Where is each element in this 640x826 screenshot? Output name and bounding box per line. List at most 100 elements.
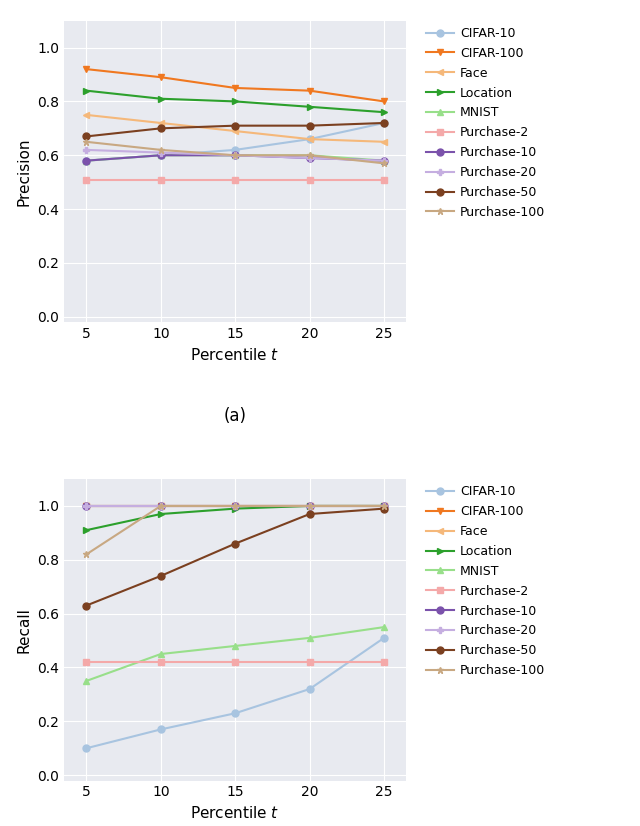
X-axis label: Percentile $t$: Percentile $t$ — [191, 805, 280, 821]
Purchase-2 — [380, 657, 388, 667]
Purchase-50 — [83, 601, 90, 610]
Legend: CIFAR-10, CIFAR-100, Face, Location, MNIST, Purchase-2, Purchase-10, Purchase-20: CIFAR-10, CIFAR-100, Face, Location, MNI… — [426, 27, 545, 219]
CIFAR-10 — [157, 724, 164, 734]
Purchase-2 — [306, 174, 314, 184]
Purchase-10 — [306, 501, 314, 511]
CIFAR-10 — [83, 156, 90, 166]
CIFAR-100 — [157, 501, 164, 511]
Face — [380, 137, 388, 147]
CIFAR-100 — [83, 64, 90, 74]
Purchase-50 — [306, 121, 314, 131]
Purchase-10 — [157, 150, 164, 160]
Line: Purchase-10: Purchase-10 — [83, 152, 388, 164]
Purchase-20 — [157, 148, 164, 158]
MNIST — [83, 156, 90, 166]
Purchase-20 — [306, 153, 314, 163]
Line: CIFAR-10: CIFAR-10 — [83, 120, 388, 164]
Face — [232, 126, 239, 136]
CIFAR-100 — [232, 83, 239, 93]
Location — [380, 107, 388, 117]
Purchase-50 — [83, 131, 90, 141]
Purchase-10 — [306, 153, 314, 163]
Face — [306, 501, 314, 511]
Line: Face: Face — [83, 502, 388, 510]
Purchase-50 — [380, 118, 388, 128]
Face — [83, 110, 90, 120]
Purchase-100 — [306, 501, 314, 511]
Purchase-20 — [380, 156, 388, 166]
Line: Purchase-50: Purchase-50 — [83, 120, 388, 140]
CIFAR-10 — [380, 633, 388, 643]
Y-axis label: Precision: Precision — [17, 137, 31, 206]
Purchase-2 — [306, 657, 314, 667]
Location — [306, 501, 314, 511]
Purchase-10 — [380, 156, 388, 166]
CIFAR-10 — [157, 150, 164, 160]
MNIST — [157, 150, 164, 160]
CIFAR-100 — [232, 501, 239, 511]
Line: CIFAR-10: CIFAR-10 — [83, 634, 388, 752]
Face — [306, 134, 314, 144]
Line: Purchase-50: Purchase-50 — [83, 506, 388, 609]
Purchase-2 — [83, 174, 90, 184]
Face — [157, 501, 164, 511]
Line: Location: Location — [83, 88, 388, 116]
CIFAR-100 — [380, 501, 388, 511]
CIFAR-100 — [83, 501, 90, 511]
CIFAR-100 — [306, 86, 314, 96]
Purchase-2 — [232, 657, 239, 667]
Location — [306, 102, 314, 112]
MNIST — [306, 633, 314, 643]
Purchase-10 — [232, 501, 239, 511]
Line: Purchase-20: Purchase-20 — [83, 502, 388, 510]
Location — [83, 525, 90, 535]
Line: Purchase-10: Purchase-10 — [83, 502, 388, 510]
Line: Face: Face — [83, 112, 388, 145]
Purchase-20 — [306, 501, 314, 511]
Line: Purchase-20: Purchase-20 — [83, 146, 388, 164]
Line: MNIST: MNIST — [83, 624, 388, 685]
CIFAR-100 — [157, 72, 164, 82]
Legend: CIFAR-10, CIFAR-100, Face, Location, MNIST, Purchase-2, Purchase-10, Purchase-20: CIFAR-10, CIFAR-100, Face, Location, MNI… — [426, 485, 545, 677]
Purchase-2 — [380, 174, 388, 184]
Purchase-10 — [157, 501, 164, 511]
CIFAR-10 — [83, 743, 90, 753]
CIFAR-10 — [306, 134, 314, 144]
Purchase-50 — [232, 539, 239, 548]
Purchase-20 — [83, 145, 90, 154]
X-axis label: Percentile $t$: Percentile $t$ — [191, 347, 280, 363]
Line: MNIST: MNIST — [83, 152, 388, 164]
MNIST — [380, 156, 388, 166]
Line: Purchase-100: Purchase-100 — [83, 138, 388, 167]
Purchase-20 — [380, 501, 388, 511]
Purchase-2 — [157, 657, 164, 667]
CIFAR-100 — [380, 97, 388, 107]
Y-axis label: Recall: Recall — [17, 607, 31, 653]
Text: (a): (a) — [224, 406, 246, 425]
Purchase-10 — [380, 501, 388, 511]
MNIST — [232, 641, 239, 651]
Face — [232, 501, 239, 511]
Purchase-50 — [232, 121, 239, 131]
Purchase-100 — [232, 150, 239, 160]
Purchase-100 — [157, 145, 164, 154]
MNIST — [232, 150, 239, 160]
MNIST — [306, 150, 314, 160]
Purchase-2 — [232, 174, 239, 184]
Purchase-100 — [306, 150, 314, 160]
CIFAR-10 — [232, 145, 239, 154]
CIFAR-10 — [306, 684, 314, 694]
Location — [83, 86, 90, 96]
Location — [232, 504, 239, 514]
Purchase-10 — [83, 156, 90, 166]
Purchase-50 — [306, 509, 314, 519]
Purchase-50 — [380, 504, 388, 514]
Line: CIFAR-100: CIFAR-100 — [83, 65, 388, 105]
Line: Purchase-2: Purchase-2 — [83, 658, 388, 666]
Line: Purchase-100: Purchase-100 — [83, 502, 388, 558]
MNIST — [83, 676, 90, 686]
Line: Purchase-2: Purchase-2 — [83, 176, 388, 183]
Location — [157, 94, 164, 104]
Purchase-100 — [232, 501, 239, 511]
CIFAR-10 — [232, 709, 239, 719]
